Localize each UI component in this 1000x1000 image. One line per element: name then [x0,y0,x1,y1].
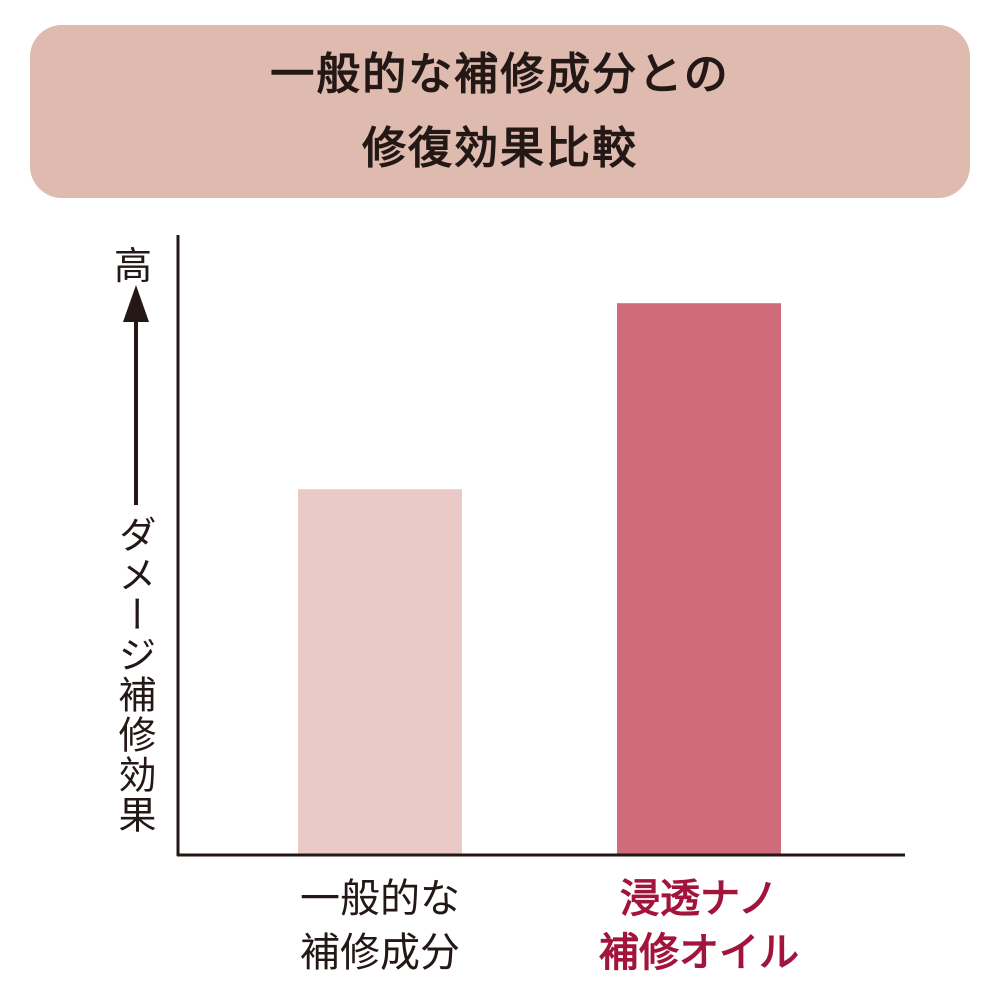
bar-0 [298,489,462,854]
chart-title-box: 一般的な補修成分との 修復効果比較 [30,25,970,198]
category-label-line: 補修成分 [300,930,460,976]
category-label-line: 補修オイル [599,930,799,976]
bar-1 [617,303,781,854]
category-label-line: 一般的な [300,876,460,922]
arrow-up-icon [123,285,149,322]
category-label-general: 一般的な 補修成分 [250,872,510,980]
chart-title-line-1: 一般的な補修成分との [270,48,730,100]
y-axis-label-high: 高 [114,244,153,288]
category-label-line: 浸透ナノ [620,876,778,922]
y-axis-label: ダメージ補修効果 [112,515,156,835]
category-label-nano-oil: 浸透ナノ 補修オイル [569,872,829,980]
chart-title-line-2: 修復効果比較 [362,122,638,174]
